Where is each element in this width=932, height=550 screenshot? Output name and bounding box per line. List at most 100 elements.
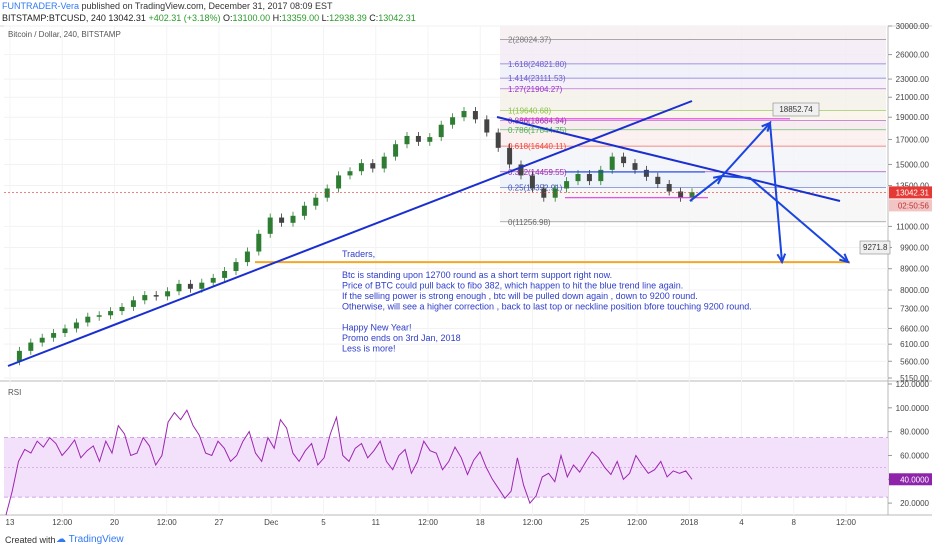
fib-zone	[500, 120, 886, 130]
price-tick-label: 6600.00	[900, 324, 929, 333]
price-change: +402.31 (+3.18%)	[148, 13, 221, 23]
fib-level-label: 2(28024.37)	[508, 36, 551, 45]
candle-body	[450, 117, 456, 125]
price-tick-label: 23000.00	[896, 75, 930, 84]
time-tick-label: 20	[110, 518, 119, 527]
fib-level-label: 0.25(13352.91)	[508, 184, 563, 193]
projection-path-down	[689, 174, 849, 263]
price-tick-label: 11000.00	[896, 222, 929, 231]
time-tick-label: Dec	[264, 518, 278, 527]
time-tick-label: 12:00	[627, 518, 648, 527]
price-chart-svg[interactable]: 2(28024.37) 1.618(24821.80) 1.414(23111.53…	[0, 0, 932, 531]
candle-body	[176, 283, 182, 292]
candle-body	[586, 174, 592, 182]
time-tick-label: 5	[321, 518, 326, 527]
tradingview-logo[interactable]: ☁ TradingView	[56, 534, 124, 545]
annotation-line: If the selling power is strong enough , …	[342, 291, 698, 301]
annotation-line: Promo ends on 3rd Jan, 2018	[342, 333, 461, 343]
symbol-ohlc-line: BITSTAMP:BTCUSD, 240 13042.31 +402.31 (+…	[2, 13, 416, 23]
price-tick-label: 7300.00	[900, 304, 929, 313]
time-tick-label: 12:00	[836, 518, 857, 527]
arrowhead	[776, 253, 787, 265]
candle-body	[199, 282, 205, 289]
callout-box	[859, 240, 891, 255]
candle-body	[279, 217, 285, 223]
candle-body	[393, 144, 399, 157]
candle-body	[347, 171, 353, 176]
time-tick-label: 12:00	[52, 518, 73, 527]
fib-level-label: 0.886(18684.94)	[508, 117, 567, 126]
countdown-tag	[889, 199, 932, 212]
arrowhead	[761, 121, 772, 132]
time-tick-label: 12:00	[157, 518, 178, 527]
candle-body	[130, 300, 136, 307]
candle-body	[290, 215, 296, 223]
candle-body	[495, 132, 501, 148]
rsi-tick-label: 100.0000	[896, 404, 930, 413]
price-tick-label: 9900.00	[900, 243, 929, 252]
publish-text: published on TradingView.com, December 3…	[81, 1, 333, 11]
time-tick-label: 4	[739, 518, 744, 527]
price-tick-label: 17000.00	[896, 135, 930, 144]
annotation-line: Happy New Year!	[342, 323, 412, 333]
candle-body	[461, 111, 467, 118]
candle-body	[552, 188, 558, 198]
candle-body	[313, 197, 319, 206]
rsi-tick-label: 60.0000	[900, 451, 929, 460]
fib-level-label: 1(19640.68)	[508, 107, 551, 116]
high-label: H:	[272, 13, 282, 23]
author-link[interactable]: FUNTRADER-Vera	[2, 1, 80, 11]
symbol: BITSTAMP:BTCUSD, 240	[2, 13, 106, 23]
fib-zone	[500, 78, 886, 89]
candle-body	[404, 135, 410, 145]
candle-body	[621, 156, 627, 164]
candle-body	[28, 342, 34, 351]
open-label: O:	[223, 13, 233, 23]
ascending-trendline	[7, 100, 693, 367]
candle-body	[598, 169, 604, 182]
price-tick-label: 8900.00	[900, 265, 929, 274]
last-price: 13042.31	[108, 13, 146, 23]
candle-body	[609, 156, 615, 170]
annotation-line: Btc is standing upon 12700 round as a sh…	[342, 270, 612, 280]
fib-level-label: 0.618(16440.11)	[508, 142, 566, 151]
candle-body	[415, 135, 421, 142]
candle-body	[165, 291, 171, 297]
candle-body	[575, 174, 581, 182]
arrowhead	[839, 253, 850, 264]
open-value: 13100.00	[232, 13, 271, 23]
candle-body	[336, 175, 342, 189]
candle-body	[142, 295, 148, 301]
fib-zone	[500, 110, 886, 121]
candle-body	[358, 163, 364, 172]
callout-label: 18852.74	[779, 105, 813, 114]
fib-level-label: 1.27(21904.27)	[508, 85, 563, 94]
time-tick-label: 12:00	[418, 518, 439, 527]
rsi-tick-label: 80.0000	[900, 428, 929, 437]
candle-body	[187, 283, 193, 289]
candle-body	[153, 295, 159, 297]
chart-title: Bitcoin / Dollar, 240, BITSTAMP	[8, 30, 121, 39]
rsi-tick-label: 20.0000	[900, 499, 929, 508]
time-tick-label: 27	[215, 518, 224, 527]
candle-body	[518, 164, 524, 176]
close-label: C:	[369, 13, 379, 23]
candle-body	[529, 175, 535, 189]
candle-body	[541, 188, 547, 198]
candle-body	[632, 163, 638, 170]
time-tick-label: 11	[372, 518, 381, 527]
candle-body	[301, 205, 307, 216]
fib-zone	[500, 39, 886, 64]
annotation-line: Less is more!	[342, 344, 396, 354]
fib-zone	[500, 171, 886, 188]
callout-label: 9271.8	[863, 243, 888, 252]
price-tick-label: 15000.00	[896, 160, 930, 169]
price-tick-label: 5150.00	[900, 374, 929, 383]
candle-body	[643, 169, 649, 177]
time-tick-label: 8	[792, 518, 797, 527]
footer: Created with ☁ TradingView	[0, 531, 932, 550]
candle-body	[108, 311, 114, 316]
time-tick-label: 18	[476, 518, 485, 527]
candle-body	[233, 262, 239, 271]
candle-body	[507, 147, 513, 165]
